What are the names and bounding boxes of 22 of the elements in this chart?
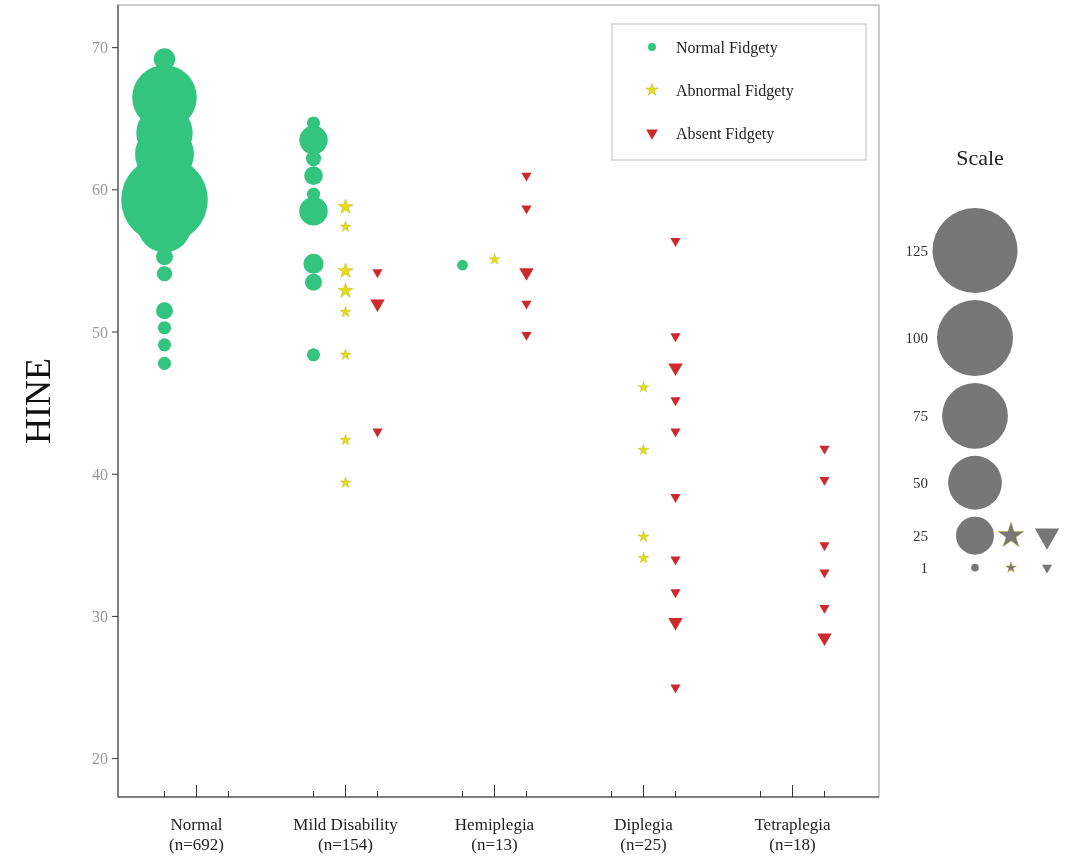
x-tick-label: Hemiplegia (n=13) <box>454 815 535 854</box>
y-axis-title: HINE <box>18 358 58 444</box>
y-tick-label: 40 <box>92 465 108 483</box>
legend-label: 25 <box>913 527 928 544</box>
text: Scale <box>956 145 1004 170</box>
legend-label: Abnormal Fidgety <box>676 81 794 100</box>
x-tick-label: Normal (n=692) <box>169 815 224 854</box>
legend-label: 1 <box>920 559 928 576</box>
legend-label: 50 <box>913 475 928 491</box>
legend-label: 75 <box>913 408 928 425</box>
y-tick-label: 20 <box>92 750 108 768</box>
legend-label: Absent Fidgety <box>676 124 775 143</box>
legend-label: 125 <box>905 242 928 259</box>
y-tick-label: 50 <box>92 323 108 341</box>
y-tick-label: 70 <box>92 39 108 57</box>
x-tick-label: Mild Disability (n=154) <box>293 815 399 854</box>
legend-label: Normal Fidgety <box>676 38 778 57</box>
legend-label: 100 <box>905 330 928 347</box>
y-tick-label: 60 <box>92 181 108 199</box>
x-tick-label: Diplegia (n=25) <box>614 815 674 854</box>
x-tick-label: Tetraplegia (n=18) <box>754 815 832 854</box>
y-tick-label: 30 <box>92 608 108 626</box>
